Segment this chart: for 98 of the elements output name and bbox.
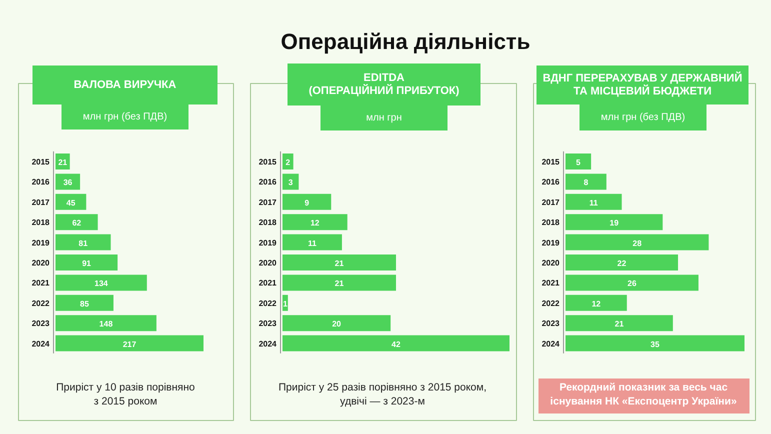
chart-title: ВДНГ ПЕРЕРАХУВАВ У ДЕРЖАВНИЙ ТА МІСЦЕВИЙ БЮДЖЕТИ <box>542 72 742 98</box>
data-label: 134 <box>94 279 108 288</box>
bar <box>282 194 332 210</box>
data-label: 22 <box>617 259 627 268</box>
data-label: 8 <box>584 178 589 188</box>
bar <box>282 254 396 270</box>
chart-subtitle: млн грн <box>366 112 402 124</box>
bar <box>282 154 294 170</box>
chart-title: EDITDA (ОПЕРАЦІЙНИЙ ПРИБУТОК) <box>308 72 460 97</box>
y-tick-label: 2016 <box>542 178 560 187</box>
bar <box>566 214 663 230</box>
data-label: 9 <box>304 198 310 208</box>
y-tick-label: 2015 <box>542 158 560 166</box>
y-tick-label: 2019 <box>258 238 278 248</box>
chart-subtitle: млн грн (без ПДВ) <box>600 112 686 123</box>
bar <box>566 154 592 170</box>
bar <box>56 254 118 270</box>
bar <box>56 294 114 311</box>
bar <box>566 234 709 250</box>
data-label: 11 <box>589 198 598 208</box>
data-label: 11 <box>308 238 318 248</box>
y-tick-label: 2023 <box>542 319 560 328</box>
data-label: 12 <box>592 299 602 308</box>
bar <box>566 315 673 332</box>
y-tick-label: 2021 <box>258 278 278 288</box>
data-label: 45 <box>66 198 76 208</box>
data-label: 1 <box>282 299 288 308</box>
y-tick-label: 2022 <box>258 298 278 308</box>
data-label: 28 <box>632 238 642 248</box>
bar <box>566 274 698 291</box>
y-tick-label: 2019 <box>542 238 560 248</box>
y-tick-label: 2020 <box>542 258 560 268</box>
y-tick-label: 2020 <box>258 258 278 268</box>
data-label: 26 <box>628 279 637 288</box>
data-label: 5 <box>576 158 582 167</box>
bar <box>566 174 606 190</box>
text: Рекордний показник за весь час існування НК «Експоцентр України» <box>550 382 737 408</box>
bar <box>566 335 744 352</box>
data-label: 81 <box>78 238 88 248</box>
data-label: 21 <box>58 158 68 167</box>
text: Операційна діяльність <box>280 29 530 54</box>
y-tick-label: 2021 <box>542 278 560 288</box>
chart-title: ВАЛОВА ВИРУЧКА <box>74 79 176 91</box>
data-label: 42 <box>392 340 401 349</box>
data-label: 85 <box>80 299 90 308</box>
data-label: 21 <box>334 259 344 268</box>
data-label: 19 <box>610 218 620 228</box>
text: Приріст у 10 разів порівняно з 2015 роком <box>56 382 196 408</box>
y-tick-label: 2021 <box>32 278 50 288</box>
y-tick-label: 2016 <box>32 178 50 187</box>
bar <box>282 274 396 291</box>
bar <box>56 214 98 230</box>
bar <box>566 294 627 311</box>
data-label: 20 <box>332 320 342 329</box>
bar <box>56 315 156 332</box>
y-tick-label: 2024 <box>258 339 278 348</box>
y-tick-label: 2017 <box>32 198 50 207</box>
y-tick-label: 2018 <box>258 218 278 228</box>
data-label: 21 <box>334 279 344 288</box>
y-tick-label: 2017 <box>258 198 278 207</box>
data-label: 217 <box>122 340 137 349</box>
bar <box>56 194 86 210</box>
y-tick-label: 2016 <box>258 178 278 187</box>
y-tick-label: 2018 <box>542 218 560 228</box>
data-label: 62 <box>72 218 82 228</box>
text: Приріст у 25 разів порівняно з 2015 роком, удвічі — з 2023-м <box>278 382 487 408</box>
data-label: 148 <box>99 320 114 329</box>
data-label: 36 <box>63 178 73 188</box>
y-tick-label: 2023 <box>32 319 50 328</box>
data-label: 35 <box>650 340 660 349</box>
bar <box>56 335 204 352</box>
y-tick-label: 2017 <box>542 198 560 207</box>
bar <box>282 335 510 352</box>
bar <box>282 315 391 332</box>
bar <box>566 194 622 210</box>
bar <box>56 234 111 250</box>
chart-subtitle: млн грн (без ПДВ) <box>82 112 168 122</box>
bar <box>282 234 342 250</box>
data-label: 3 <box>288 178 294 188</box>
y-tick-label: 2022 <box>32 298 50 308</box>
bar <box>282 214 348 230</box>
y-tick-label: 2015 <box>258 158 278 166</box>
y-tick-label: 2024 <box>32 339 50 348</box>
y-tick-label: 2022 <box>542 298 560 308</box>
bar <box>282 174 299 190</box>
y-tick-label: 2015 <box>32 158 50 166</box>
data-label: 91 <box>82 259 92 268</box>
y-tick-label: 2018 <box>32 218 50 228</box>
data-label: 21 <box>614 320 624 329</box>
bar <box>56 174 80 190</box>
y-tick-label: 2024 <box>542 339 560 348</box>
y-tick-label: 2019 <box>32 238 50 248</box>
data-label: 12 <box>310 218 320 228</box>
bar <box>566 254 678 270</box>
y-tick-label: 2020 <box>32 258 50 268</box>
bar <box>56 274 147 291</box>
y-tick-label: 2023 <box>258 319 278 328</box>
data-label: 2 <box>286 158 291 167</box>
